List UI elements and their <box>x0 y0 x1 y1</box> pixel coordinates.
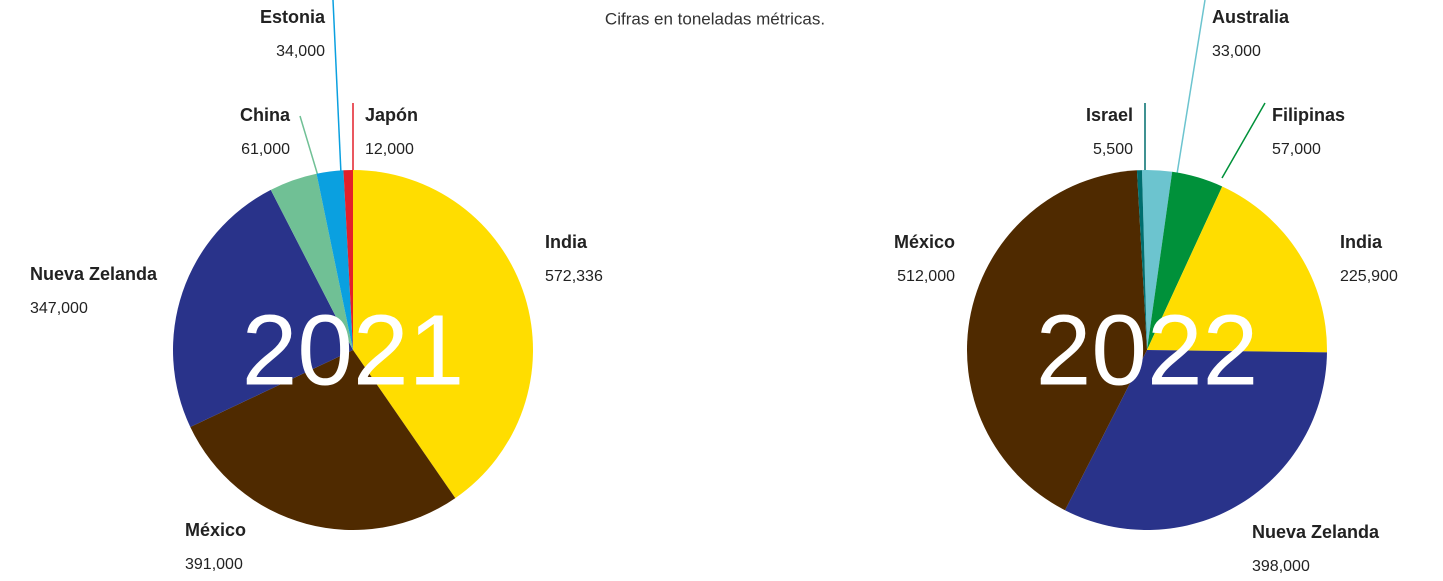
slice-label: México <box>894 232 955 252</box>
slice-value: 572,336 <box>545 268 603 285</box>
slice-label: Filipinas <box>1272 105 1345 125</box>
slice-label: China <box>240 105 291 125</box>
slice-value: 5,500 <box>1093 141 1133 158</box>
chart-title: 2022 <box>1036 294 1258 406</box>
slice-label: Nueva Zelanda <box>30 264 158 284</box>
pie-slice <box>353 170 534 499</box>
pie-slice <box>1141 170 1173 350</box>
slice-label: India <box>1340 232 1383 252</box>
slice-label: Japón <box>365 105 418 125</box>
slice-label: Israel <box>1086 105 1133 125</box>
slice-value: 347,000 <box>30 300 88 317</box>
slice-label: México <box>185 520 246 540</box>
leader-line <box>299 115 319 177</box>
pie-slice <box>316 170 353 350</box>
slice-value: 34,000 <box>276 43 325 60</box>
slice-label: Australia <box>1212 7 1290 27</box>
leader-line <box>1176 0 1206 175</box>
slice-value: 225,900 <box>1340 268 1398 285</box>
pie-slice <box>1064 350 1327 531</box>
pie-slice <box>190 350 456 531</box>
slice-value: 512,000 <box>897 268 955 285</box>
leader-line <box>332 0 342 175</box>
pie-slice <box>1147 171 1223 350</box>
pie-slice <box>1136 170 1147 350</box>
slice-value: 57,000 <box>1272 141 1321 158</box>
slice-value: 12,000 <box>365 141 414 158</box>
pie-slice <box>270 173 353 350</box>
chart-title: 2021 <box>242 294 464 406</box>
slice-value: 391,000 <box>185 556 243 573</box>
slice-value: 33,000 <box>1212 43 1261 60</box>
slice-label: Estonia <box>260 7 326 27</box>
pie-slice <box>967 170 1147 511</box>
pie-slice <box>172 189 353 427</box>
subtitle: Cifras en toneladas métricas. <box>605 9 825 28</box>
slice-label: Nueva Zelanda <box>1252 522 1380 542</box>
slice-value: 61,000 <box>241 141 290 158</box>
pie-slice <box>343 170 353 350</box>
slice-label: India <box>545 232 588 252</box>
pie-slice <box>1147 186 1327 353</box>
slice-value: 398,000 <box>1252 558 1310 575</box>
leader-line <box>1221 102 1266 179</box>
